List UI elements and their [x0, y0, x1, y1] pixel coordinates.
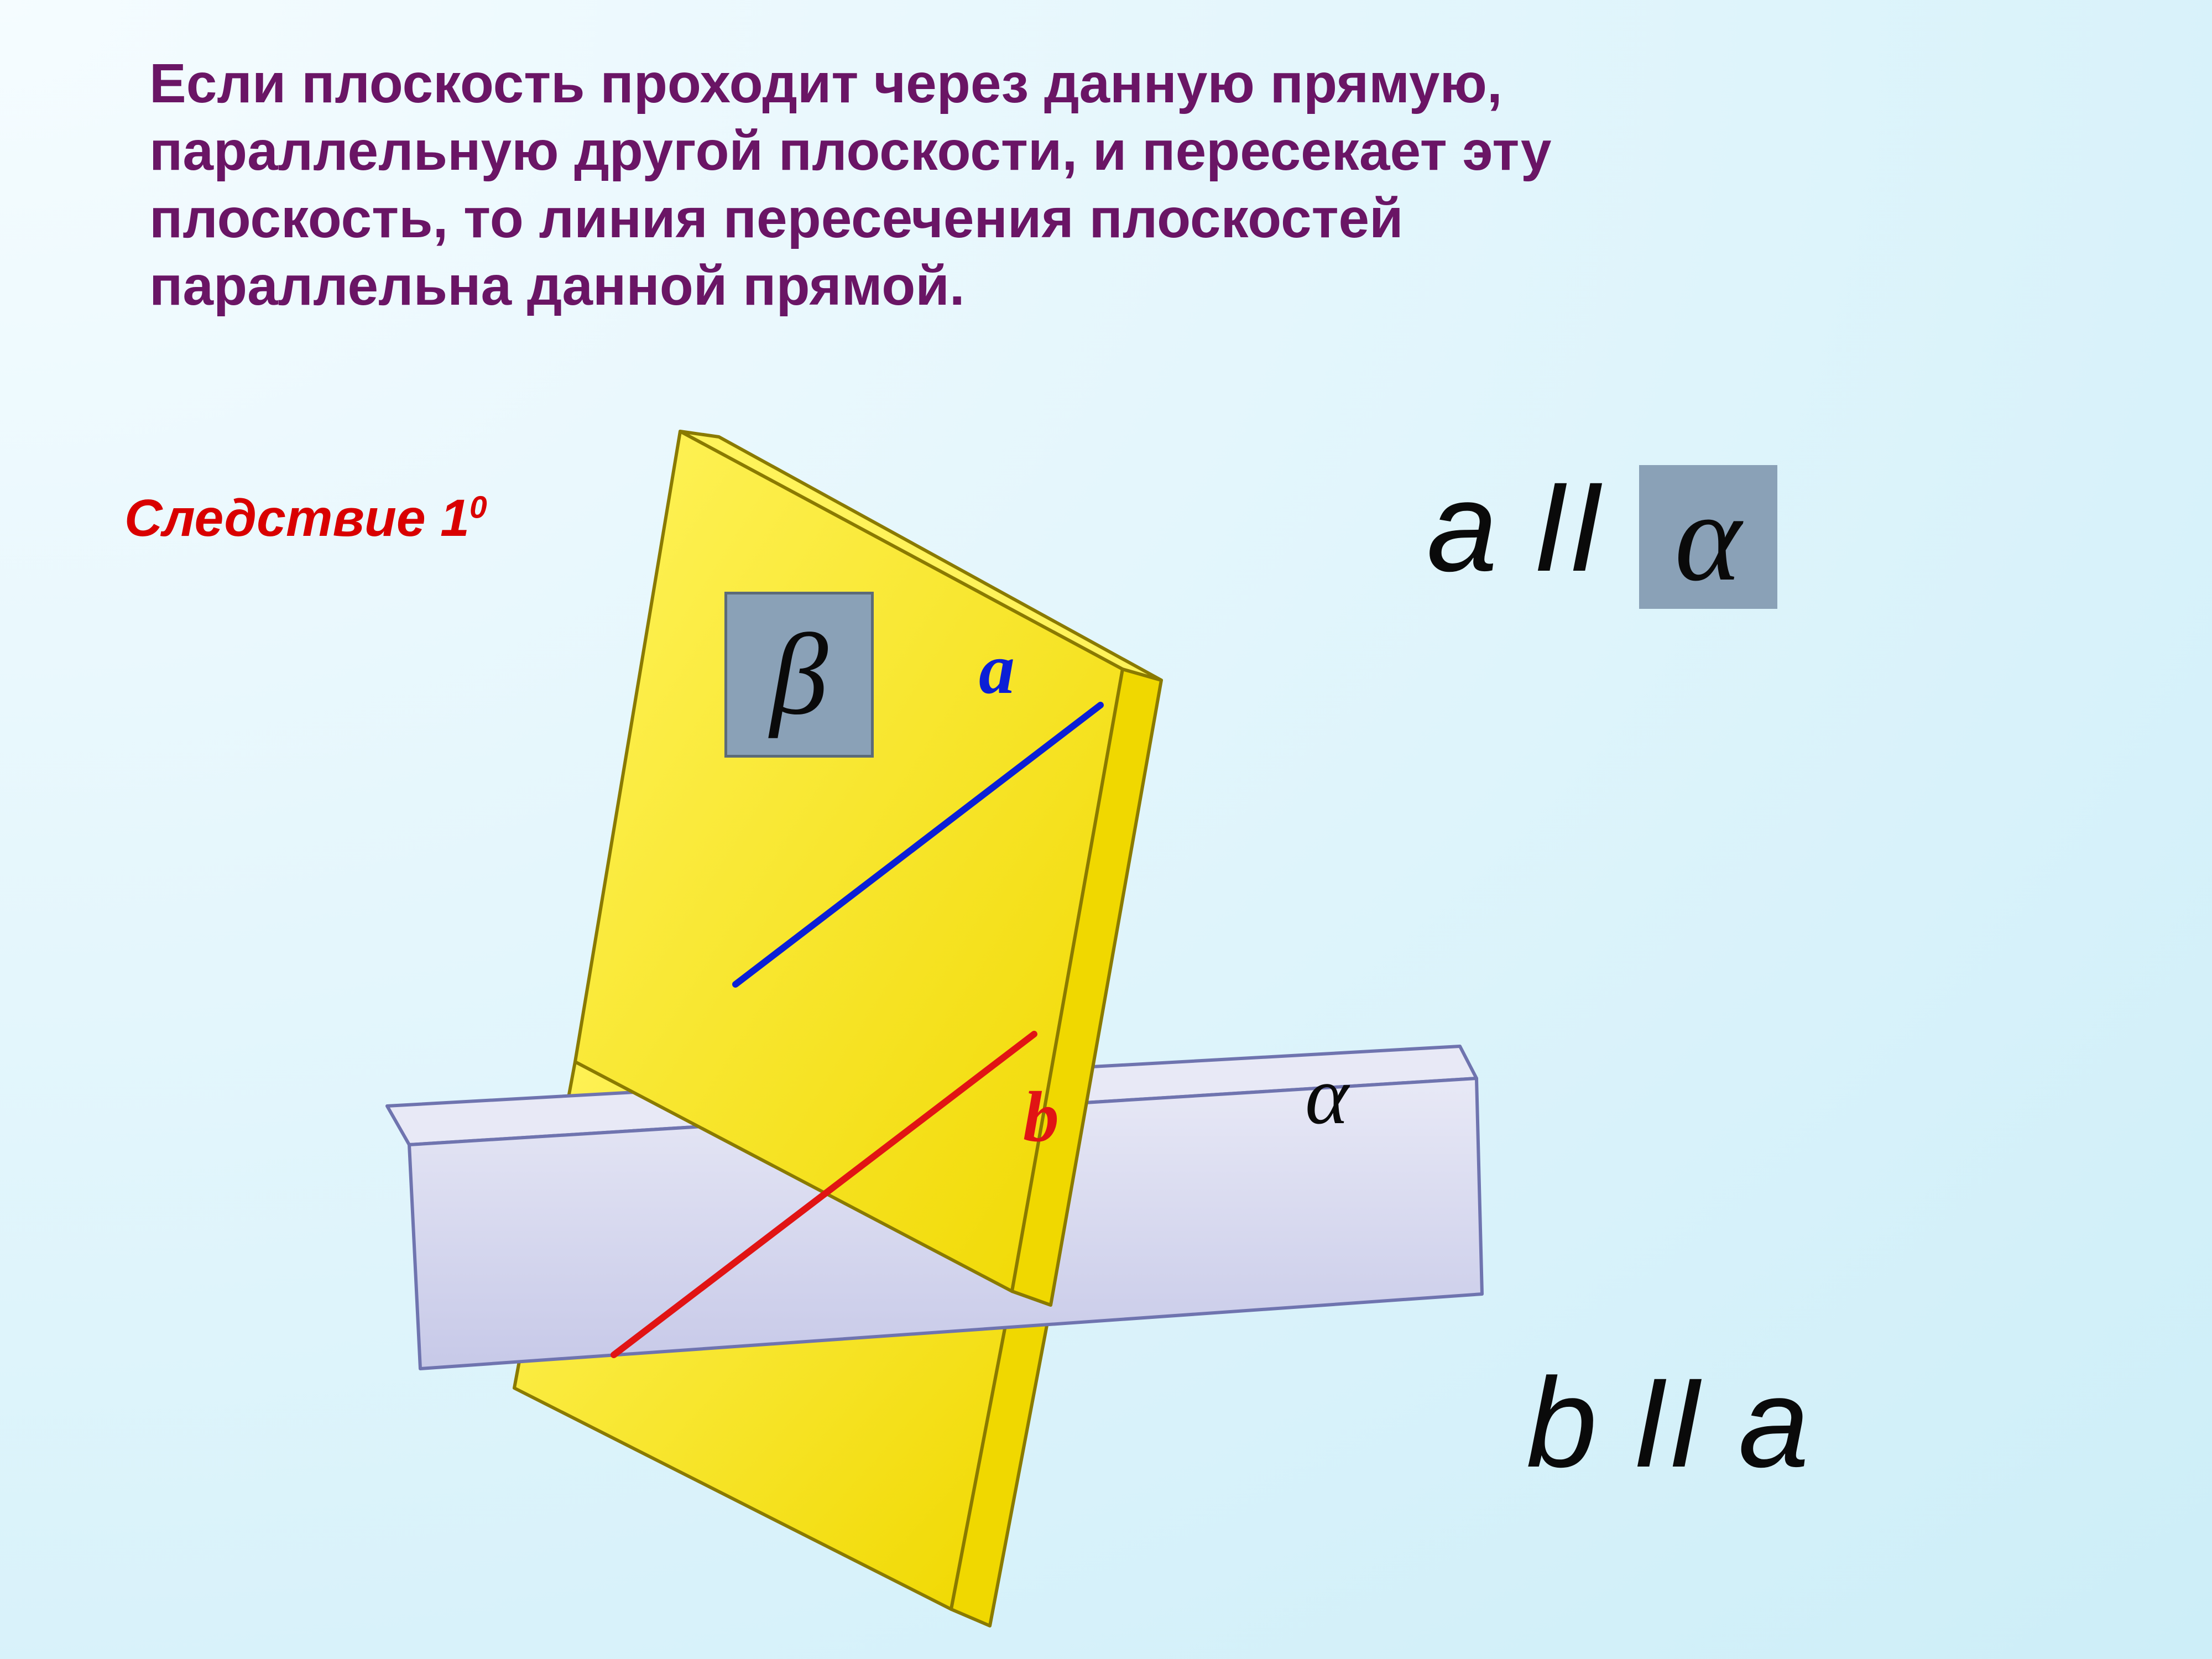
corollary-label: Следствие 10: [124, 487, 487, 550]
relation-b-parallel-a: b II a: [1526, 1349, 1809, 1496]
line-b-label: b: [1023, 1076, 1059, 1159]
alpha-on-plane-label: α: [1305, 1048, 1349, 1143]
line-a-label: a: [979, 628, 1015, 711]
alpha-symbol-box: α: [1639, 465, 1777, 609]
beta-plane-label-box: β: [724, 592, 874, 758]
relation-a-parallel-alpha: a II α: [1427, 453, 1777, 609]
slide-root: Если плоскость проходит через данную пря…: [0, 0, 2212, 1659]
theorem-text: Если плоскость проходит через данную пря…: [149, 50, 1552, 320]
